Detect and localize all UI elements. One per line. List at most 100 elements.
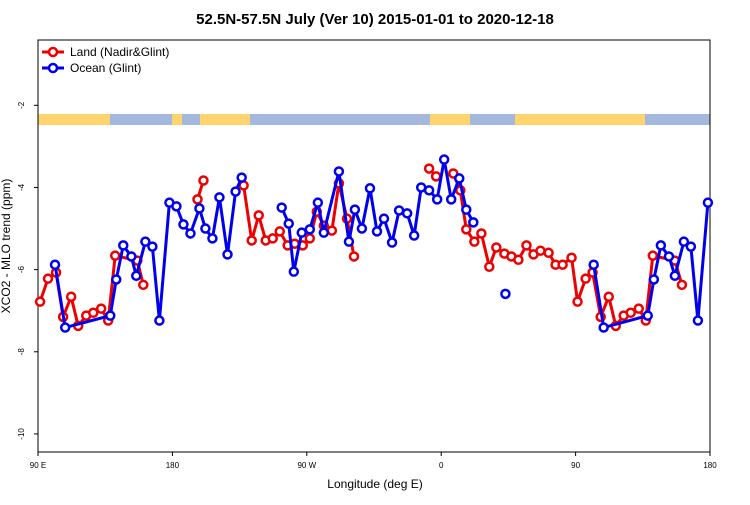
point xyxy=(461,224,472,235)
series xyxy=(34,163,688,332)
legend: Land (Nadir&Glint) Ocean (Glint) xyxy=(42,45,169,75)
point xyxy=(343,236,355,247)
y-tick-label: -6 xyxy=(17,266,26,274)
point xyxy=(288,266,300,277)
point xyxy=(491,242,502,253)
point xyxy=(95,303,107,314)
point xyxy=(566,252,577,263)
point xyxy=(364,183,376,194)
point xyxy=(207,233,218,244)
point xyxy=(214,192,225,203)
point xyxy=(111,274,122,285)
point xyxy=(430,171,442,182)
point xyxy=(304,224,316,235)
point xyxy=(296,227,307,238)
point xyxy=(685,241,697,252)
point xyxy=(572,296,583,307)
point xyxy=(118,240,129,251)
point xyxy=(386,237,398,248)
point xyxy=(393,205,405,216)
point xyxy=(663,251,675,262)
point xyxy=(476,228,487,239)
chart-title: 52.5N-57.5N July (Ver 10) 2015-01-01 to … xyxy=(196,11,554,28)
map-strip-ocean xyxy=(182,114,200,125)
point xyxy=(633,303,645,314)
point xyxy=(557,259,568,270)
point xyxy=(326,225,338,236)
x-tick-label: 180 xyxy=(166,461,180,470)
point xyxy=(236,172,247,183)
point xyxy=(59,322,71,333)
point xyxy=(348,251,360,262)
x-tick-label: 90 xyxy=(571,461,580,470)
point xyxy=(138,279,149,291)
point xyxy=(42,273,54,284)
point xyxy=(192,194,203,205)
point xyxy=(655,240,667,251)
point xyxy=(312,197,324,208)
legend-marker xyxy=(47,46,59,58)
point xyxy=(356,223,368,234)
series xyxy=(49,154,714,333)
point xyxy=(154,315,165,326)
point xyxy=(543,247,554,259)
point xyxy=(131,270,142,282)
point xyxy=(267,233,279,244)
y-tick-label: -10 xyxy=(17,428,26,440)
map-strip-ocean xyxy=(645,114,710,125)
point xyxy=(513,254,524,266)
point xyxy=(648,274,660,285)
point xyxy=(702,197,714,208)
point xyxy=(423,185,435,196)
y-tick-label: -2 xyxy=(17,101,26,109)
point xyxy=(371,226,383,237)
point xyxy=(438,154,450,165)
point xyxy=(378,213,390,224)
legend-label: Ocean (Glint) xyxy=(70,61,141,75)
map-strip-ocean xyxy=(110,114,172,125)
point xyxy=(598,322,609,333)
point xyxy=(625,307,636,318)
point xyxy=(276,202,287,213)
point xyxy=(200,223,211,234)
point xyxy=(318,227,330,238)
point xyxy=(222,249,233,260)
point xyxy=(147,241,158,252)
point xyxy=(283,218,294,229)
point xyxy=(535,245,546,256)
point xyxy=(678,236,690,247)
map-strip xyxy=(38,114,710,125)
point xyxy=(333,166,345,177)
point xyxy=(588,259,599,270)
point xyxy=(140,236,151,247)
point xyxy=(246,235,257,246)
point xyxy=(484,261,495,272)
point xyxy=(669,270,681,282)
plot-frame xyxy=(37,39,711,453)
x-tick-label: 180 xyxy=(703,461,717,470)
x-tick-label: 90 W xyxy=(297,461,316,470)
point xyxy=(692,315,704,326)
point xyxy=(34,296,46,307)
point xyxy=(198,175,209,186)
point xyxy=(642,310,653,321)
point xyxy=(469,236,480,247)
legend-label: Land (Nadir&Glint) xyxy=(70,45,169,59)
point xyxy=(178,219,189,230)
point xyxy=(521,240,532,251)
point xyxy=(431,194,443,205)
point xyxy=(194,203,205,214)
y-axis-label: XCO2 - MLO trend (ppm) xyxy=(0,179,13,314)
point xyxy=(65,291,77,302)
point xyxy=(185,228,196,239)
point xyxy=(230,186,241,197)
point xyxy=(401,208,413,219)
point xyxy=(580,273,591,284)
map-strip-ocean xyxy=(470,114,515,125)
point xyxy=(349,204,361,215)
point xyxy=(454,173,465,184)
point xyxy=(109,250,121,261)
point xyxy=(408,230,420,241)
